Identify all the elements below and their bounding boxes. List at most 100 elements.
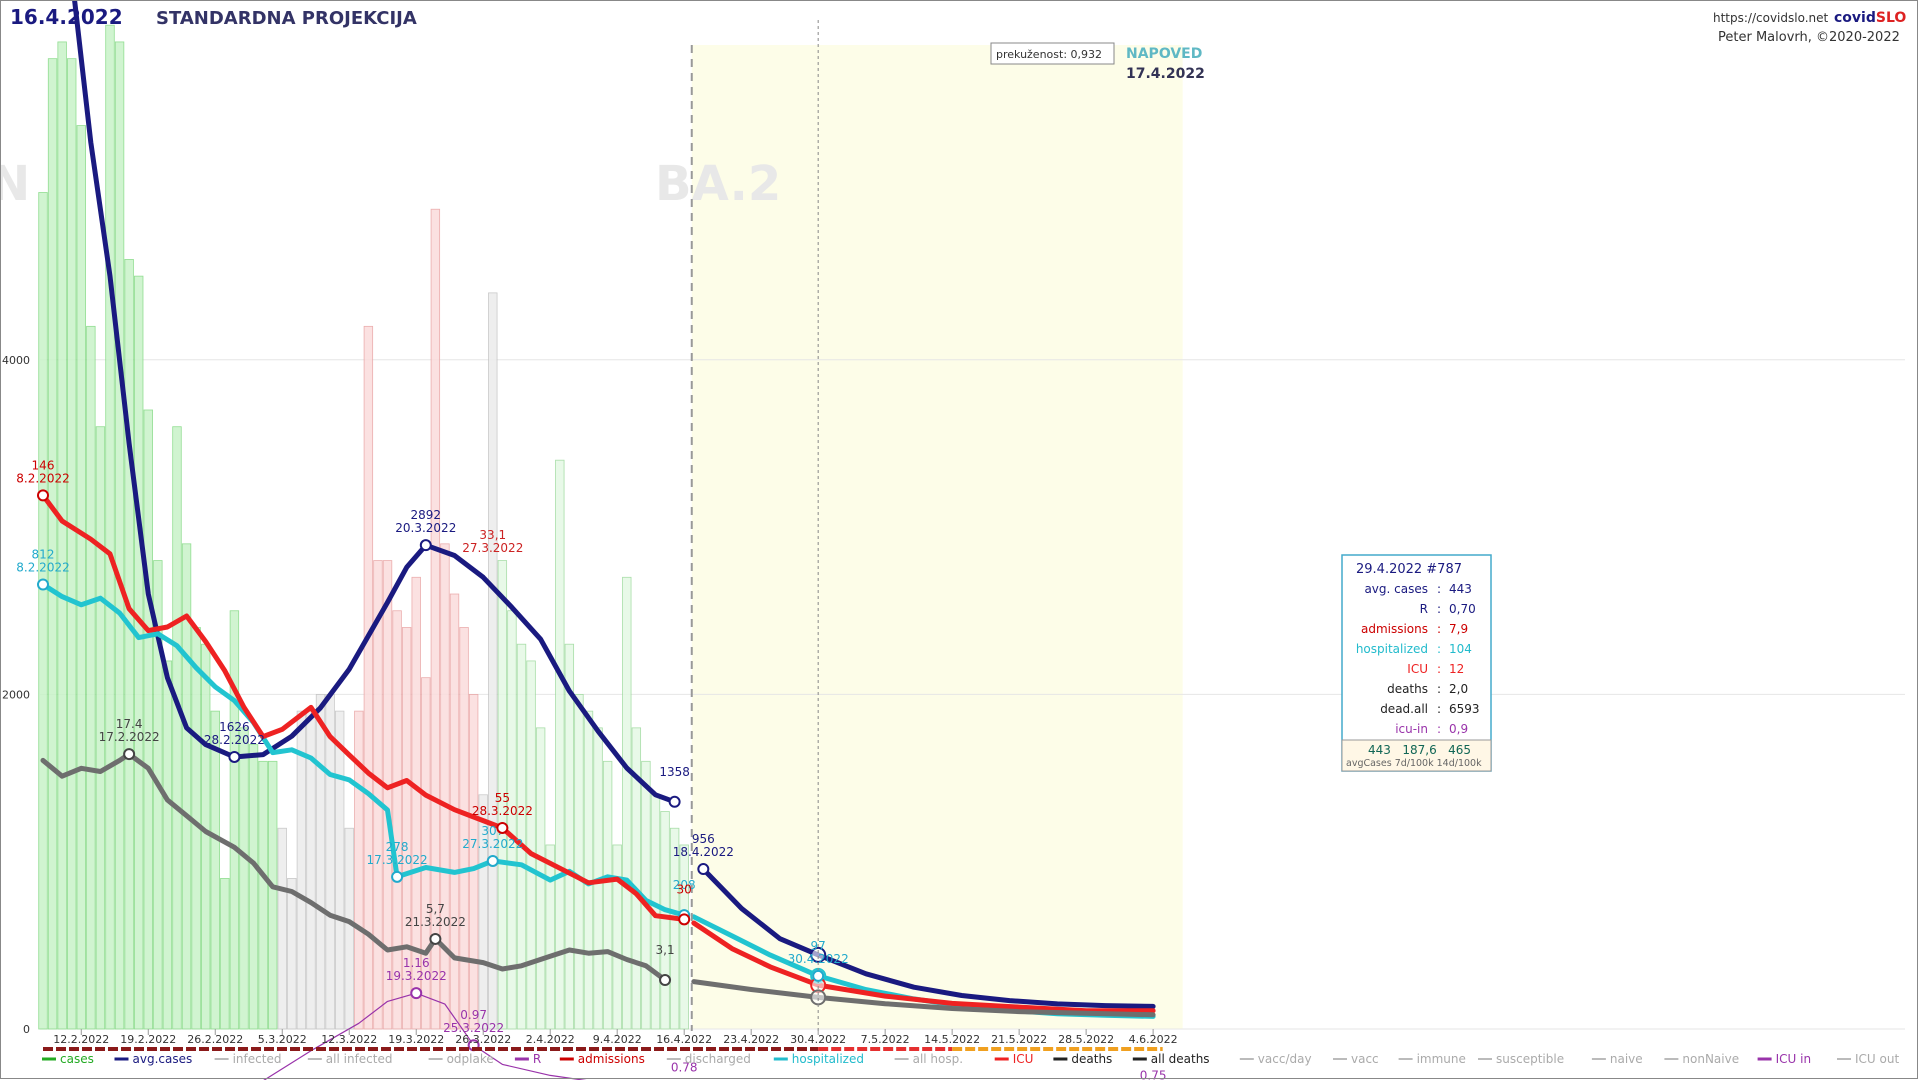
- x-tick-label: 16.4.2022: [656, 1033, 712, 1046]
- case-bar: [95, 426, 106, 1030]
- legend-item-all-infected[interactable]: all infected: [307, 1052, 393, 1066]
- legend-label: all deaths: [1151, 1052, 1210, 1066]
- legend-item-icu[interactable]: ICU: [994, 1052, 1034, 1066]
- case-bar: [201, 643, 211, 1030]
- legend-item-hospitalized[interactable]: hospitalized: [773, 1052, 864, 1066]
- legend-label: R: [533, 1052, 541, 1066]
- series-line-avg-cases: [72, 0, 678, 805]
- tooltip-row-value: 0,70: [1449, 602, 1476, 616]
- overshoot-label: prekuženost: 0,932: [996, 48, 1102, 61]
- case-bar: [602, 760, 613, 1030]
- legend-item-odplake[interactable]: odplake: [428, 1052, 494, 1066]
- site-url[interactable]: https://covidslo.net: [1713, 11, 1829, 25]
- annotation-label: 30.4.2022: [788, 952, 849, 966]
- legend-item-all-hosp-[interactable]: all hosp.: [894, 1052, 963, 1066]
- tooltip-row-key: dead.all: [1380, 702, 1428, 716]
- case-bar: [220, 878, 230, 1030]
- legend-label: ICU out: [1855, 1052, 1899, 1066]
- legend-item-susceptible[interactable]: susceptible: [1478, 1052, 1564, 1066]
- case-bar: [440, 543, 450, 1030]
- annotation-dot: [812, 969, 825, 982]
- legend-item-admissions[interactable]: admissions: [559, 1052, 645, 1066]
- legend-item-vacc-day[interactable]: vacc/day: [1239, 1052, 1312, 1066]
- legend-item-deaths[interactable]: deaths: [1053, 1052, 1112, 1066]
- legend-label: vacc/day: [1258, 1052, 1312, 1066]
- x-tick-label: 4.6.2022: [1129, 1033, 1178, 1046]
- case-bar: [401, 627, 412, 1030]
- legend-label: all infected: [326, 1052, 393, 1066]
- variant-label-ba2: BA.2: [655, 156, 781, 212]
- series-line-deaths-forecast: [691, 979, 1156, 1018]
- case-bar: [248, 744, 259, 1030]
- legend-item-r[interactable]: R: [514, 1052, 541, 1066]
- legend-item-icu-out[interactable]: ICU out: [1837, 1052, 1899, 1066]
- case-bar: [210, 710, 220, 1030]
- legend-item-cases[interactable]: cases: [42, 1052, 94, 1066]
- legend-item-discharged[interactable]: discharged: [666, 1052, 751, 1066]
- legend-item-vacc[interactable]: vacc: [1333, 1052, 1379, 1066]
- case-bar: [172, 426, 182, 1030]
- annotation-dot: [123, 748, 136, 761]
- tooltip-row-value: 104: [1449, 642, 1472, 656]
- author-credit: Peter Malovrh, ©2020-2022: [1718, 30, 1900, 45]
- case-bar: [660, 811, 670, 1030]
- case-bar: [181, 543, 192, 1030]
- x-tick-label: 12.3.2022: [321, 1033, 377, 1046]
- tooltip-row-sep: :: [1437, 642, 1441, 656]
- case-bar: [325, 694, 335, 1030]
- annotation-label: 28.3.2022: [472, 804, 533, 818]
- case-bar: [315, 694, 326, 1030]
- case-bar: [574, 694, 584, 1030]
- tooltip-row-sep: :: [1437, 682, 1441, 696]
- legend-item-avg-cases[interactable]: avg.cases: [114, 1052, 193, 1066]
- annotation-dot: [486, 854, 499, 867]
- legend-label: infected: [233, 1052, 282, 1066]
- annotation-dot: [37, 489, 49, 502]
- header-date: 16.4.2022: [10, 5, 123, 29]
- legend-item-naive[interactable]: naive: [1591, 1052, 1643, 1066]
- case-bar: [334, 710, 345, 1030]
- tooltip-row-key: icu-in: [1395, 722, 1428, 736]
- variant-label-n: N: [0, 156, 30, 212]
- legend-label: nonNaive: [1682, 1052, 1739, 1066]
- series-lines: [40, 0, 1156, 1080]
- legend-item-nonnaive[interactable]: nonNaive: [1664, 1052, 1739, 1066]
- case-bar: [239, 727, 249, 1030]
- case-bar: [134, 275, 144, 1030]
- annotation-layer: 8128.2.20221468.2.2022162628.2.202228922…: [16, 458, 1166, 1080]
- forecast-date: 17.4.2022: [1126, 66, 1205, 82]
- case-bar: [114, 41, 125, 1030]
- legend-item-all-deaths[interactable]: all deaths: [1132, 1052, 1210, 1066]
- x-tick-label: 28.5.2022: [1058, 1033, 1114, 1046]
- case-bar: [143, 409, 153, 1030]
- case-bar: [583, 710, 594, 1030]
- case-bar: [67, 58, 77, 1030]
- legend-item-icu-in[interactable]: ICU in: [1757, 1052, 1811, 1066]
- x-tick-label: 7.5.2022: [861, 1033, 910, 1046]
- legend[interactable]: cases avg.cases infected all infected odplak…: [42, 1052, 1920, 1066]
- annotation-label: 0.97: [460, 1008, 487, 1022]
- case-bar: [631, 727, 642, 1030]
- case-bar: [47, 58, 58, 1030]
- legend-label: ICU in: [1776, 1052, 1811, 1066]
- tooltip-row-key: admissions: [1361, 622, 1428, 636]
- tooltip-row-sep: :: [1437, 662, 1441, 676]
- x-tick-label: 9.4.2022: [593, 1033, 642, 1046]
- x-tick-label: 23.4.2022: [723, 1033, 779, 1046]
- annotation-label: 97: [811, 939, 826, 953]
- legend-item-immune[interactable]: immune: [1398, 1052, 1466, 1066]
- legend-label: naive: [1610, 1052, 1643, 1066]
- case-bar: [124, 259, 134, 1030]
- x-tick-label: 26.3.2022: [455, 1033, 511, 1046]
- data-tooltip: 29.4.2022 #787 avg. cases:443R:0,70admis…: [1341, 554, 1492, 772]
- legend-item-infected[interactable]: infected: [214, 1052, 282, 1066]
- chart-title: STANDARDNA PROJEKCIJA: [156, 8, 417, 29]
- annotation-dot: [228, 750, 241, 763]
- case-bar: [421, 677, 431, 1030]
- annotation-label: 278: [386, 840, 409, 854]
- annotation-dot: [659, 974, 672, 987]
- annotation-label: 17.2.2022: [99, 730, 160, 744]
- legend-label: vacc: [1351, 1052, 1379, 1066]
